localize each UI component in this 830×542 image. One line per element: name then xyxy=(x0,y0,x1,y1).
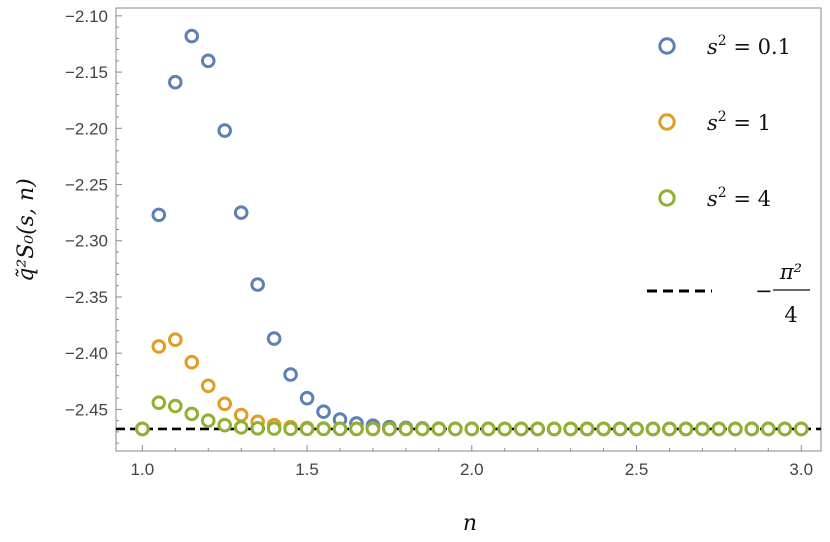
legend-reference-numerator: π² xyxy=(779,260,802,284)
y-tick-label: −2.30 xyxy=(65,232,108,251)
data-point xyxy=(332,421,348,437)
data-point xyxy=(678,421,694,437)
data-point xyxy=(299,390,315,406)
data-point xyxy=(283,367,298,382)
x-tick-label: 2.5 xyxy=(625,460,649,479)
data-point xyxy=(266,331,282,346)
data-point xyxy=(563,421,578,437)
data-point xyxy=(612,421,628,437)
legend-reference-denominator: 4 xyxy=(784,303,797,327)
x-tick-label: 2.0 xyxy=(460,460,484,479)
legend-marker xyxy=(658,113,676,131)
data-point xyxy=(777,421,793,437)
y-tick-label: −2.10 xyxy=(65,7,108,26)
data-point xyxy=(349,421,364,437)
data-point xyxy=(299,421,315,437)
data-point xyxy=(217,123,233,138)
legend-reference-sign: − xyxy=(755,279,773,303)
data-point xyxy=(200,53,216,69)
data-point xyxy=(415,421,430,437)
y-tick-label: −2.45 xyxy=(65,400,108,419)
plot-frame xyxy=(115,7,822,452)
data-point xyxy=(200,413,216,428)
data-point xyxy=(480,421,496,437)
data-point xyxy=(200,378,216,394)
data-point xyxy=(266,421,282,436)
x-tick-label: 1.5 xyxy=(295,460,319,479)
data-point xyxy=(448,421,463,437)
data-point xyxy=(711,421,727,437)
y-tick-label: −2.15 xyxy=(65,63,108,82)
data-point xyxy=(217,396,233,412)
data-point xyxy=(398,421,414,437)
data-point xyxy=(151,207,167,223)
data-point xyxy=(662,421,677,437)
data-point xyxy=(233,407,249,423)
data-point xyxy=(645,421,661,437)
data-point xyxy=(283,421,298,437)
data-point xyxy=(184,28,200,44)
data-point xyxy=(546,421,562,437)
data-point xyxy=(728,421,743,437)
data-point xyxy=(151,339,167,354)
data-point xyxy=(513,421,529,437)
data-point xyxy=(431,421,447,437)
legend-label: s2 = 0.1 xyxy=(707,33,791,59)
y-axis: −2.10 −2.15 −2.20 −2.25 −2.30 −2.35 −2.40 −2.45 xyxy=(65,7,122,444)
data-point xyxy=(167,398,183,414)
data-point xyxy=(365,421,381,437)
data-point xyxy=(464,421,480,437)
legend: s2 = 0.1 s2 = 1 s2 = 4 −π² 4 xyxy=(647,33,810,327)
data-point xyxy=(530,421,545,437)
data-point xyxy=(167,332,183,347)
data-point xyxy=(497,421,513,437)
data-point xyxy=(250,420,265,436)
data-point xyxy=(151,395,167,410)
data-points-layer xyxy=(135,28,809,437)
y-tick-label: −2.25 xyxy=(65,176,108,195)
legend-marker xyxy=(658,37,676,55)
data-point xyxy=(760,421,776,437)
data-point xyxy=(629,421,644,437)
data-point xyxy=(184,406,200,422)
data-point xyxy=(744,421,760,437)
y-tick-label: −2.35 xyxy=(65,288,108,307)
data-point xyxy=(382,421,397,437)
legend-label: s2 = 4 xyxy=(707,185,771,211)
data-point xyxy=(250,277,265,292)
x-axis-title: n xyxy=(463,511,477,536)
legend-label: s2 = 1 xyxy=(707,109,771,135)
y-axis-title: q̃²S₀(s, n) xyxy=(14,178,39,281)
x-tick-label: 3.0 xyxy=(789,460,813,479)
data-point xyxy=(793,421,809,437)
data-point xyxy=(184,354,200,370)
legend-marker xyxy=(658,189,676,207)
data-point xyxy=(316,404,331,419)
data-point xyxy=(217,417,233,433)
data-point xyxy=(233,420,249,435)
data-point xyxy=(596,421,611,437)
y-tick-label: −2.40 xyxy=(65,344,108,363)
data-point xyxy=(695,421,710,437)
data-point xyxy=(579,421,595,437)
x-tick-label: 1.0 xyxy=(131,460,155,479)
y-tick-label: −2.20 xyxy=(65,119,108,138)
x-axis: 1.0 1.5 2.0 2.5 3.0 xyxy=(131,445,813,479)
data-point xyxy=(135,421,150,437)
data-point xyxy=(316,421,331,437)
data-point xyxy=(167,74,183,90)
data-point xyxy=(233,205,249,220)
